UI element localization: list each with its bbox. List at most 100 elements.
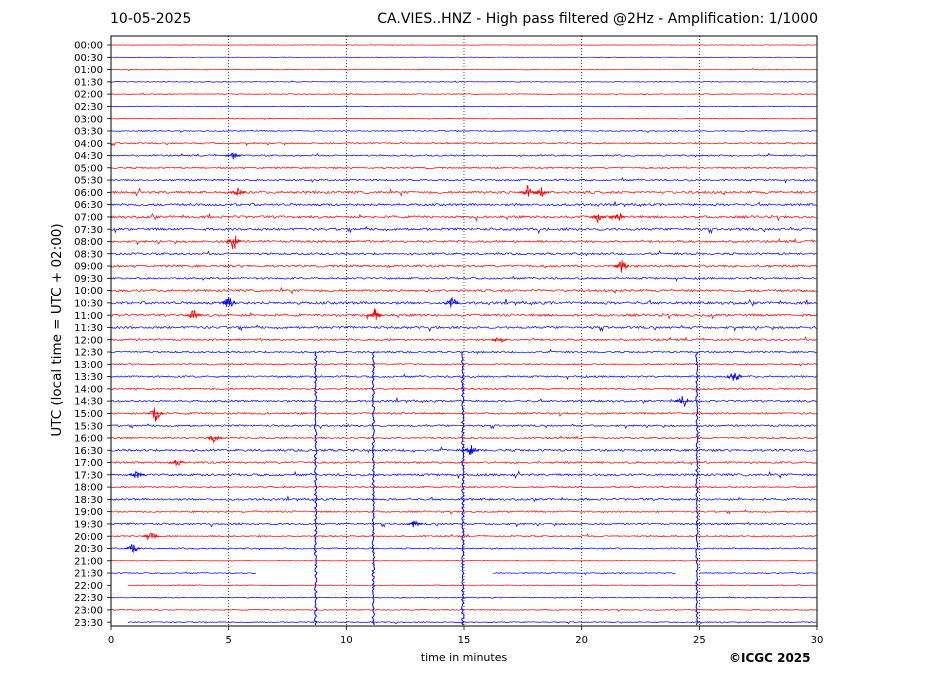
y-tick-label: 22:00	[74, 581, 103, 592]
y-tick-label: 09:00	[74, 262, 103, 273]
chart-title: CA.VIES..HNZ - High pass filtered @2Hz -…	[377, 11, 818, 27]
trace-01:00	[110, 68, 817, 72]
trace-03:00	[110, 117, 817, 120]
y-tick-label: 07:30	[74, 225, 103, 236]
vertical-grid	[228, 36, 700, 626]
event-burst	[185, 309, 202, 319]
event-burst	[124, 544, 141, 554]
event-burst	[206, 435, 223, 444]
y-tick-label: 23:30	[74, 618, 103, 629]
trace-14:00	[110, 387, 817, 391]
y-tick-label: 00:00	[74, 41, 103, 52]
x-tick-label: 5	[225, 635, 231, 646]
seismic-events	[124, 152, 743, 626]
y-tick-label: 03:30	[74, 127, 103, 138]
y-tick-label: 19:30	[74, 520, 103, 531]
trace-05:00	[110, 166, 817, 170]
y-tick-label: 02:30	[74, 102, 103, 113]
trace-18:30	[110, 495, 817, 503]
trace-21:00	[110, 560, 817, 562]
trace-04:30	[110, 152, 817, 158]
event-burst	[406, 520, 423, 528]
x-axis-ticks: 0 5 10 15 20 25 30	[108, 626, 824, 646]
y-tick-label: 04:00	[74, 139, 103, 150]
event-burst	[444, 296, 461, 308]
trace-11:30	[111, 324, 817, 332]
trace-00:00	[111, 44, 817, 46]
y-tick-label: 17:00	[74, 458, 103, 469]
event-burst	[608, 212, 625, 221]
vertical-spike	[460, 351, 465, 626]
trace-06:30	[110, 201, 817, 208]
trace-22:00	[127, 584, 817, 587]
event-burst	[220, 297, 237, 308]
y-tick-label: 00:30	[74, 53, 103, 64]
trace-11:00	[111, 311, 817, 321]
event-burst	[147, 407, 164, 422]
trace-18:00	[111, 485, 817, 489]
y-tick-label: 06:00	[74, 188, 103, 199]
event-burst	[613, 260, 630, 273]
vertical-spike	[695, 351, 699, 626]
trace-09:00	[110, 264, 817, 269]
y-tick-label: 23:00	[74, 605, 103, 616]
y-tick-label: 14:30	[74, 397, 103, 408]
trace-20:00	[110, 533, 817, 538]
trace-04:00	[110, 141, 817, 147]
trace-05:30	[110, 177, 817, 184]
y-axis-label: UTC (local time = UTC + 02:00)	[49, 223, 65, 437]
y-tick-label: 08:00	[74, 237, 103, 248]
trace-01:30	[111, 80, 817, 83]
y-tick-label: 20:00	[74, 532, 103, 543]
trace-02:00	[110, 92, 817, 95]
y-tick-label: 05:00	[74, 163, 103, 174]
y-tick-label: 11:30	[74, 323, 103, 334]
trace-07:30	[110, 225, 817, 235]
event-burst	[462, 445, 480, 455]
trace-15:00	[110, 411, 817, 417]
y-tick-label: 04:30	[74, 151, 103, 162]
y-tick-label: 17:30	[74, 470, 103, 481]
event-burst	[519, 185, 536, 197]
trace-23:00	[110, 608, 817, 612]
event-burst	[366, 308, 383, 320]
trace-02:30	[110, 105, 817, 108]
x-tick-label: 25	[693, 635, 706, 646]
seismogram-traces	[110, 44, 817, 625]
event-burst	[142, 532, 159, 541]
y-tick-label: 07:00	[74, 213, 103, 224]
event-burst	[726, 372, 743, 382]
event-burst	[229, 187, 246, 196]
y-tick-label: 12:00	[74, 335, 103, 346]
trace-00:30	[110, 56, 817, 58]
event-burst	[674, 395, 691, 408]
trace-13:00	[110, 363, 817, 367]
y-tick-label: 18:00	[74, 483, 103, 494]
trace-23:30	[127, 621, 817, 625]
trace-12:00	[110, 336, 817, 342]
y-tick-label: 22:30	[74, 593, 103, 604]
trace-03:30	[110, 129, 817, 134]
chart-date: 10-05-2025	[110, 11, 192, 27]
trace-16:00	[110, 434, 817, 440]
y-tick-label: 16:00	[74, 434, 103, 445]
event-burst	[225, 152, 242, 160]
y-tick-label: 15:30	[74, 421, 103, 432]
y-tick-label: 08:30	[74, 249, 103, 260]
vertical-spike	[313, 351, 318, 625]
trace-17:00	[110, 461, 817, 466]
vertical-spike	[371, 351, 376, 626]
event-burst	[225, 235, 242, 250]
x-tick-label: 30	[811, 635, 824, 646]
y-tick-label: 09:30	[74, 274, 103, 285]
y-tick-label: 21:30	[74, 569, 103, 580]
y-tick-label: 14:00	[74, 384, 103, 395]
trace-09:30	[110, 275, 817, 282]
event-burst	[128, 471, 145, 479]
x-tick-label: 10	[340, 635, 353, 646]
trace-12:30	[110, 348, 817, 355]
y-tick-label: 16:30	[74, 446, 103, 457]
y-tick-label: 03:00	[74, 114, 103, 125]
y-tick-label: 19:00	[74, 507, 103, 518]
